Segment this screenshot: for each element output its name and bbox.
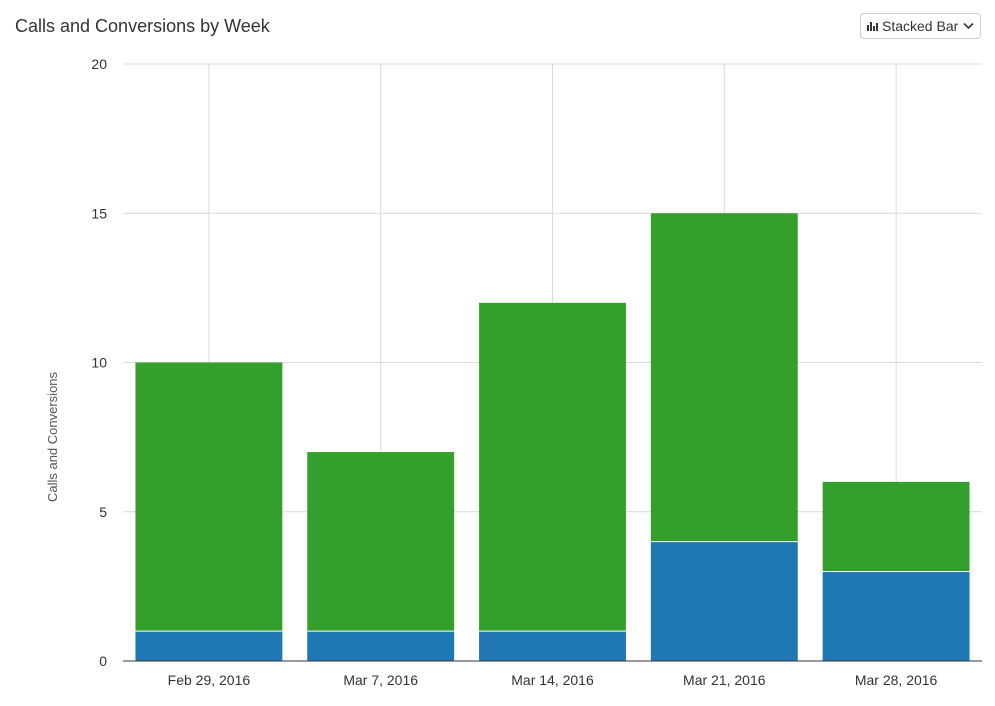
x-tick-label: Feb 29, 2016 [168,672,251,688]
x-tick-label: Mar 21, 2016 [683,672,766,688]
y-tick-label: 20 [91,56,107,72]
bar-chart-icon [867,21,878,31]
chevron-down-icon [963,22,974,30]
x-tick-label: Mar 28, 2016 [855,672,938,688]
y-tick-label: 0 [99,653,107,669]
bar-segment [479,302,626,632]
bar-segment [650,541,798,661]
bars [135,213,970,661]
bar-segment [479,631,626,661]
y-tick-label: 10 [91,355,107,371]
x-tick-label: Mar 7, 2016 [343,672,418,688]
bar-segment [307,452,455,632]
y-tick-label: 5 [99,504,107,520]
chart-title: Calls and Conversions by Week [15,16,270,36]
y-axis-label: Calls and Conversions [45,371,60,502]
bar-segment [135,631,283,661]
y-tick-label: 15 [91,205,107,221]
chart-type-label: Stacked Bar [882,18,959,34]
bar-segment [650,213,798,542]
x-tick-label: Mar 14, 2016 [511,672,594,688]
bar-segment [822,571,970,661]
bar-segment [822,481,970,572]
bar-segment [307,631,455,661]
bar-segment [135,362,283,632]
chart-type-dropdown[interactable]: Stacked Bar [860,13,981,39]
axes: 0 5 10 15 20 Feb 29, 2016 Mar 7, 2016 Mar 14, 2… [91,56,982,688]
